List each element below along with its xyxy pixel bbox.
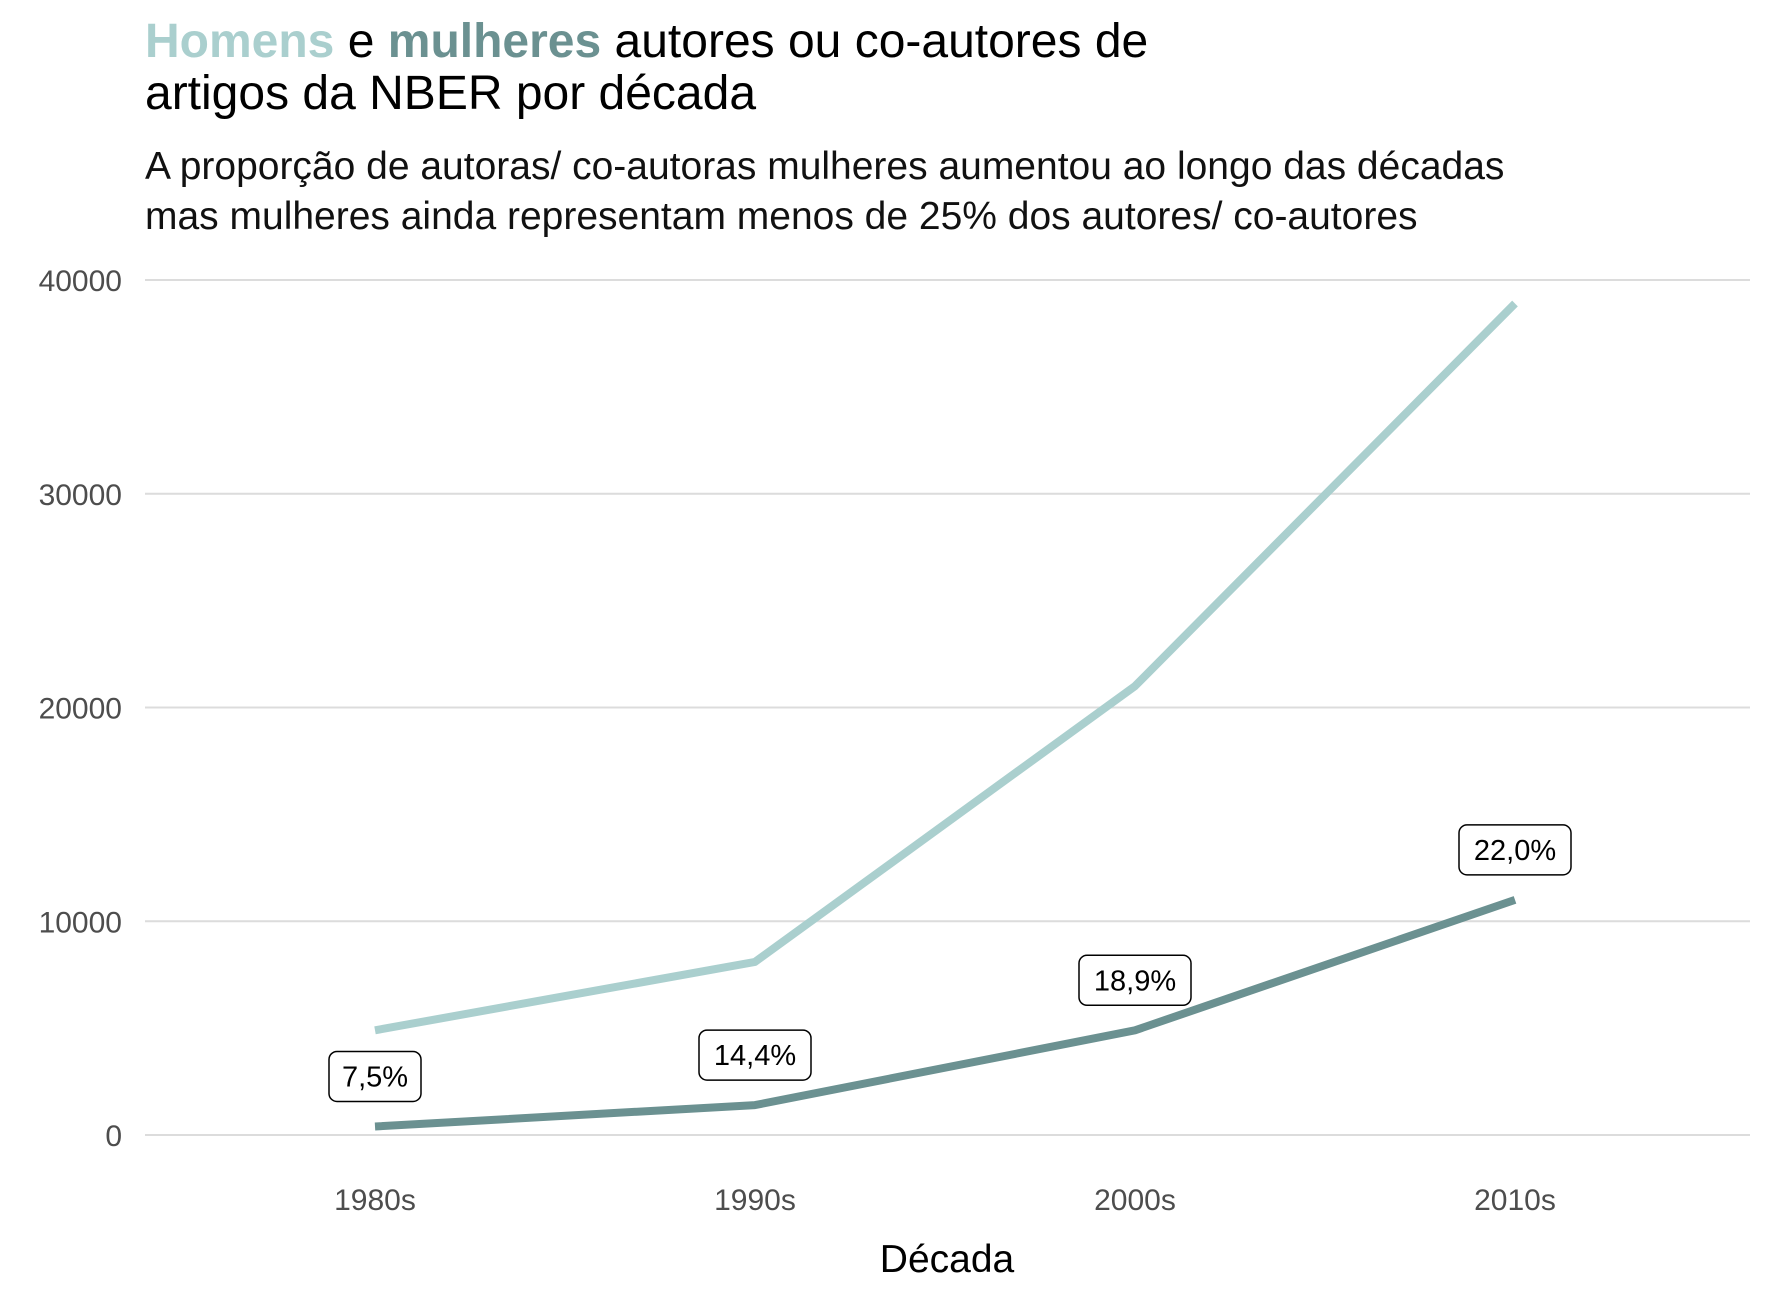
series-line-women	[374, 896, 1517, 1131]
percentage-label-text: 18,9%	[1094, 965, 1176, 997]
y-axis-ticks: 0 10000 20000 30000 40000	[39, 265, 122, 1153]
percentage-label: 7,5%	[328, 1050, 422, 1103]
title-women-word: mulheres	[387, 15, 602, 68]
x-axis-ticks: 1980s 1990s 2000s 2010s	[334, 1184, 1556, 1217]
x-tick-label: 1990s	[714, 1184, 796, 1217]
series-lines	[374, 300, 1518, 1131]
percentage-labels: 7,5% 14,4% 18,9% 22,0%	[328, 824, 1572, 1103]
title-line2: artigos da NBER por década	[145, 67, 757, 120]
percentage-label: 14,4%	[698, 1029, 812, 1081]
title-men-word: Homens	[145, 15, 335, 68]
subtitle-line1: A proporção de autoras/ co-autoras mulhe…	[145, 145, 1505, 188]
y-tick-label: 0	[105, 1120, 122, 1153]
percentage-label-text: 7,5%	[342, 1061, 408, 1093]
chart-title: Homens e mulheres autores ou co-autores …	[145, 16, 1148, 120]
title-connector: e	[347, 15, 375, 68]
percentage-label-box	[698, 1029, 812, 1081]
y-tick-label: 10000	[39, 906, 122, 939]
percentage-label-box	[328, 1050, 422, 1103]
percentage-label-box	[1078, 954, 1192, 1007]
percentage-label-text: 14,4%	[714, 1040, 796, 1072]
x-tick-label: 1980s	[334, 1184, 416, 1217]
series-line-men	[374, 300, 1518, 1035]
x-tick-label: 2000s	[1094, 1184, 1176, 1217]
chart-subtitle: A proporção de autoras/ co-autoras mulhe…	[145, 142, 1504, 242]
x-axis-title: Década	[880, 1238, 1015, 1281]
x-tick-label: 2010s	[1474, 1184, 1556, 1217]
percentage-label-text: 22,0%	[1474, 835, 1556, 867]
subtitle-line2: mas mulheres ainda representam menos de …	[145, 195, 1418, 238]
percentage-label: 22,0%	[1458, 824, 1572, 876]
y-tick-label: 40000	[39, 265, 122, 298]
y-tick-label: 20000	[39, 693, 122, 726]
y-tick-label: 30000	[39, 479, 122, 512]
gridlines	[145, 279, 1750, 1136]
percentage-label: 18,9%	[1078, 954, 1192, 1007]
percentage-label-box	[1458, 824, 1572, 876]
title-rest-line1: autores ou co-autores de	[614, 15, 1149, 68]
